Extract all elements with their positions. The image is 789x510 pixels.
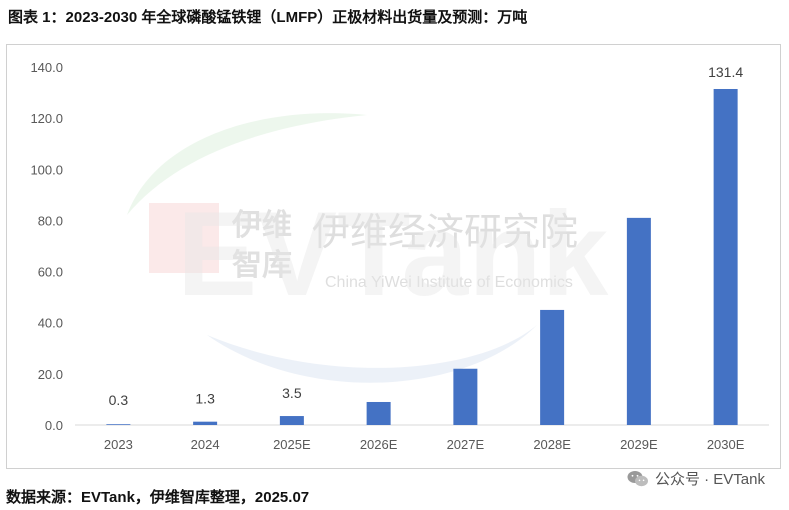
- x-tick-label: 2028E: [533, 437, 571, 452]
- y-tick-label: 0.0: [45, 418, 63, 433]
- data-label: 1.3: [195, 391, 215, 407]
- wechat-label: 公众号 · EVTank: [654, 471, 765, 488]
- y-tick-label: 40.0: [38, 316, 63, 331]
- y-tick-label: 100.0: [30, 162, 63, 177]
- x-tick-label: 2025E: [273, 437, 311, 452]
- y-tick-label: 60.0: [38, 265, 63, 280]
- wechat-icon: [627, 470, 648, 486]
- x-tick-label: 2023: [104, 437, 133, 452]
- data-label: 0.3: [109, 392, 129, 408]
- watermark-cn-short-bottom: 智库: [232, 249, 292, 282]
- wechat-account: 公众号 · EVTank: [627, 468, 765, 489]
- watermark-en: China YiWei Institute of Economics: [325, 274, 573, 291]
- bar-2025E: [279, 416, 304, 425]
- bar-2027E: [453, 368, 478, 425]
- x-tick-label: 2029E: [620, 437, 658, 452]
- data-label: 3.5: [282, 385, 302, 401]
- bar-2024: [193, 421, 218, 425]
- chart-title: 图表 1：2023-2030 年全球磷酸锰铁锂（LMFP）正极材料出货量及预测：…: [8, 9, 528, 26]
- bar-chart: 伊维 智库 伊维经济研究院 China YiWei Institute of E…: [30, 60, 769, 452]
- watermark-arc-green: [127, 113, 367, 215]
- watermark-cn-short-top: 伊维: [231, 209, 292, 242]
- bar-2026E: [366, 401, 391, 425]
- bar-2030E: [713, 88, 738, 425]
- watermark-arc-blue: [207, 325, 537, 383]
- watermark: 伊维 智库 伊维经济研究院 China YiWei Institute of E…: [127, 113, 609, 383]
- watermark-logo-block: [149, 203, 219, 273]
- bars: [106, 88, 738, 425]
- source-note: 数据来源：EVTank，伊维智库整理，2025.07: [6, 489, 310, 506]
- bar-2023: [106, 424, 131, 425]
- data-label: 131.4: [708, 64, 743, 80]
- bar-2028E: [540, 309, 565, 425]
- y-tick-label: 80.0: [38, 213, 63, 228]
- x-tick-label: 2027E: [447, 437, 485, 452]
- y-tick-label: 140.0: [30, 60, 63, 75]
- watermark-logo-text: EVTank: [177, 187, 609, 321]
- y-tick-label: 20.0: [38, 367, 63, 382]
- x-tick-label: 2026E: [360, 437, 398, 452]
- y-tick-label: 120.0: [30, 111, 63, 126]
- x-tick-label: 2024: [191, 437, 220, 452]
- chart-area: 伊维 智库 伊维经济研究院 China YiWei Institute of E…: [6, 44, 781, 469]
- axes: 0.0 20.0 40.0 60.0 80.0 100.0 120.0 140.0 2023 20…: [30, 60, 769, 452]
- x-tick-label: 2030E: [707, 437, 745, 452]
- watermark-cn-long: 伊维经济研究院: [312, 212, 578, 254]
- bar-2029E: [626, 217, 651, 425]
- data-labels: 0.3 1.3 3.5 131.4: [109, 64, 744, 408]
